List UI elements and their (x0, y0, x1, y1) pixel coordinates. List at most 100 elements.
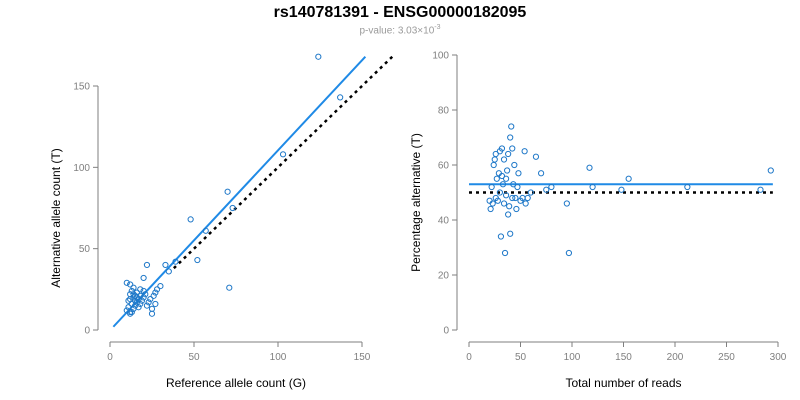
panel1-data-point (224, 188, 231, 195)
panel1-data-point (147, 295, 154, 303)
pvalue-label: p-value: 3.03×10 (359, 25, 435, 37)
panel2-data-point (509, 194, 516, 202)
panel1-data-point (142, 291, 149, 298)
panel1-data-point (143, 302, 151, 309)
panel1-data-point (152, 300, 159, 308)
panel2-data-point (524, 194, 531, 202)
panel1-data-point (152, 289, 159, 296)
panel2-data-point (522, 200, 529, 207)
panel1-data-point (138, 297, 146, 304)
panel2-data-point (527, 189, 534, 196)
panel1-data-point (315, 53, 322, 60)
panel1-x-axis-title: Reference allele count (G) (166, 376, 306, 390)
panel2-data-point (493, 175, 500, 182)
panel1-data-point (128, 309, 135, 316)
panel2-y-tick-label: 60 (438, 161, 450, 172)
panel2-data-point (507, 134, 514, 141)
panel1-data-point (143, 261, 151, 269)
panel2-x-tick-label: 200 (667, 352, 684, 363)
panel1-data-point (202, 227, 209, 234)
panel2-data-point (563, 200, 570, 207)
panel2-x-tick-label: 300 (770, 352, 787, 363)
panel2-data-point (498, 172, 506, 180)
panel2-data-point (625, 175, 632, 182)
panel1-data-point (140, 287, 147, 295)
panel1-data-point (140, 274, 147, 282)
panel1-data-point (127, 310, 134, 317)
panel1-data-point (153, 286, 161, 293)
panel2-data-point (500, 200, 508, 207)
panel1-data-point (337, 94, 344, 101)
panel2-data-point (565, 249, 573, 257)
panel2-data-point (505, 211, 512, 218)
panel2-data-point (492, 150, 499, 158)
panel1-reference-line (172, 55, 394, 270)
panel1-data-point (130, 291, 137, 298)
panel2-x-axis-title: Total number of reads (565, 376, 681, 390)
chart-subtitle: p-value: 3.03×10-3 (0, 24, 800, 36)
panel2-data-point (502, 192, 510, 199)
panel1-data-point (150, 292, 157, 299)
panel2-data-point (502, 175, 510, 182)
panel2-y-tick-label: 40 (438, 216, 450, 227)
panel1-data-point (148, 310, 156, 317)
panel2-data-point (543, 186, 550, 193)
panel2-data-point (496, 189, 503, 196)
panel2-data-point (548, 183, 555, 191)
panel1-data-point (123, 279, 130, 286)
panel2-data-point (506, 203, 513, 210)
panel2-x-tick-label: 150 (615, 352, 632, 363)
panel2-data-point (491, 156, 498, 163)
panel1-data-point (140, 294, 147, 301)
panel2-data-point (487, 205, 494, 213)
panel2-data-point (757, 186, 764, 193)
panel1-data-point (137, 286, 144, 293)
panel1-data-point (135, 304, 142, 311)
panel2-data-point (684, 183, 691, 191)
panel2-data-point (586, 164, 593, 171)
panel1-y-tick-label: 150 (73, 82, 90, 93)
panel2-data-point (589, 183, 596, 191)
panel2-data-point (521, 148, 528, 155)
panel2-data-point (504, 167, 511, 174)
panel2-data-point (501, 249, 509, 257)
panel2-data-point (494, 197, 501, 204)
panel1-x-tick-label: 50 (188, 352, 200, 363)
panel1-x-tick-label: 100 (270, 352, 287, 363)
panel2-data-point (497, 233, 505, 240)
panel1-data-point (162, 261, 169, 269)
pvalue-exponent: -3 (434, 24, 441, 31)
panel2-data-point (514, 183, 521, 191)
panel2-y-tick-label: 20 (438, 271, 450, 282)
panel2-y-tick-label: 0 (443, 326, 449, 337)
panel1-data-point (187, 216, 194, 223)
panel2-data-point (767, 167, 774, 174)
panel2-data-point (538, 170, 545, 177)
panel2-data-point (515, 170, 522, 177)
panel2-data-point (532, 153, 540, 160)
panel2-data-point (511, 161, 518, 169)
panel2-data-point (490, 161, 497, 169)
panel1-data-point (194, 256, 201, 264)
panel2-data-point (618, 186, 625, 193)
panel2-y-tick-label: 80 (438, 106, 450, 117)
panel1-y-tick-label: 100 (73, 163, 90, 174)
panel2-x-tick-label: 250 (718, 352, 735, 363)
panel1-fit-line (112, 56, 367, 328)
panel1-data-point (172, 258, 179, 265)
panel1-data-point (226, 284, 233, 291)
panel1-y-axis-title: Alternative allele count (T) (49, 148, 63, 287)
panel1-data-point (133, 294, 140, 301)
panel1-x-tick-label: 0 (107, 352, 113, 363)
panel2-data-point (489, 200, 496, 207)
panel2-data-point (505, 150, 512, 158)
panel1-x-tick-label: 150 (354, 352, 371, 363)
panel2-data-point (513, 205, 520, 213)
panel1-data-point (157, 282, 164, 290)
panel2-y-tick-label: 100 (432, 51, 449, 62)
panel1-data-point (229, 204, 236, 212)
panel1-data-point (125, 297, 132, 304)
panel2-data-point (488, 183, 495, 191)
